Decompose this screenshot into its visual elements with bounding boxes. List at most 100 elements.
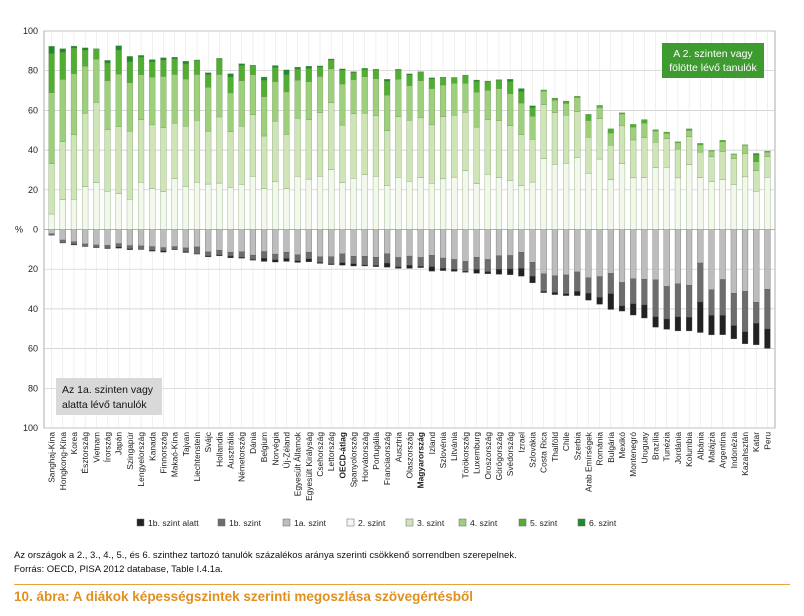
bar-segment-lvl5 [283, 74, 290, 93]
bar-segment-lvl1a [708, 229, 715, 290]
bar-segment-lvl5 [417, 71, 424, 81]
bar-segment-lvl1b_below [753, 323, 760, 345]
bar-segment-lvl1b_below [350, 263, 357, 267]
bar-segment-lvl4 [451, 83, 458, 116]
country-label: Oroszország [483, 432, 493, 480]
y-tick-label: 0 [33, 225, 38, 235]
bar-segment-lvl1b [171, 246, 178, 250]
bar-segment-lvl3 [328, 102, 335, 170]
country-label: Hollandia [214, 432, 224, 467]
bar-segment-lvl1a [59, 229, 66, 241]
bar-segment-lvl3 [585, 137, 592, 174]
bar-segment-lvl1b [484, 259, 491, 272]
bar-segment-lvl2 [484, 174, 491, 230]
country-label: Chile [561, 432, 571, 451]
legend: 1b. szint alatt 1b. szint 1a. szint 2. szin… [136, 518, 617, 528]
bar-segment-lvl4 [641, 122, 648, 138]
bar-segment-lvl1b_below [417, 266, 424, 268]
bar-segment-lvl5 [384, 81, 391, 96]
bar-segment-lvl6 [171, 57, 178, 60]
bar-segment-lvl5 [507, 81, 514, 94]
bars-layer [48, 45, 771, 349]
bar-segment-lvl3 [227, 131, 234, 188]
bar-segment-lvl2 [753, 191, 760, 230]
bar-segment-lvl3 [417, 117, 424, 178]
bar-segment-lvl4 [272, 81, 279, 122]
bar-segment-lvl2 [395, 177, 402, 230]
bar-segment-lvl1b [551, 275, 558, 293]
bar-segment-lvl3 [82, 113, 89, 187]
bar-segment-lvl5 [339, 70, 346, 85]
bar-segment-lvl1b [686, 285, 693, 318]
bar-segment-lvl2 [249, 176, 256, 230]
bar-segment-lvl1b_below [238, 257, 245, 259]
bar-segment-lvl2 [182, 186, 189, 230]
bar-segment-lvl4 [730, 154, 737, 159]
country-label: Franciaország [382, 432, 392, 485]
bar-segment-lvl5 [193, 60, 201, 75]
bar-segment-lvl2 [193, 182, 201, 230]
bar-segment-lvl1b_below [261, 258, 268, 262]
bar-segment-lvl2 [686, 164, 693, 230]
bar-segment-lvl1a [607, 229, 614, 274]
bar-segment-lvl1b [350, 256, 357, 264]
bar-segment-lvl2 [261, 188, 268, 230]
country-label: Szlovákia [528, 432, 538, 468]
bar-segment-lvl1b [361, 256, 368, 266]
bar-segment-lvl1b [272, 253, 279, 260]
bar-segment-lvl3 [59, 141, 66, 200]
bar-segment-lvl2 [115, 193, 122, 230]
bar-segment-lvl1b_below [395, 266, 402, 269]
bar-segment-lvl1a [339, 229, 346, 255]
bar-segment-lvl5 [272, 67, 279, 82]
bar-segment-lvl2 [439, 178, 447, 230]
bar-segment-lvl6 [350, 71, 357, 73]
bar-segment-lvl1b_below [328, 263, 335, 265]
bar-segment-lvl5 [574, 95, 581, 98]
bar-segment-lvl6 [283, 69, 290, 76]
country-label: Norvégia [270, 432, 280, 466]
bar-segment-lvl1b_below [708, 315, 715, 336]
bar-segment-lvl1b_below [529, 275, 536, 284]
bar-segment-lvl1b [507, 255, 514, 270]
country-label: Magyarország [416, 432, 426, 488]
bar-segment-lvl1b [384, 253, 391, 264]
bar-segment-lvl2 [630, 177, 637, 230]
bar-segment-lvl4 [104, 80, 111, 131]
bar-segment-lvl6 [59, 48, 66, 53]
bar-segment-lvl6 [82, 47, 89, 51]
above-annotation-text-1: A 2. szinten vagy [673, 48, 753, 60]
bar-segment-lvl1b [741, 291, 749, 332]
legend-label: 2. szint [358, 518, 386, 528]
bar-segment-lvl1b_below [406, 265, 413, 269]
bar-segment-lvl1b [238, 251, 245, 258]
bar-segment-lvl3 [518, 134, 525, 186]
bar-segment-lvl1a [205, 229, 212, 253]
bar-segment-lvl1b_below [294, 260, 301, 263]
bar-segment-lvl2 [764, 177, 771, 230]
bar-segment-lvl1a [741, 229, 749, 292]
bar-segment-lvl2 [305, 178, 312, 230]
bar-segment-lvl1a [115, 229, 122, 244]
bar-segment-lvl2 [741, 176, 749, 230]
bar-segment-lvl4 [339, 83, 346, 126]
bar-segment-lvl4 [138, 74, 145, 120]
bar-segment-lvl1a [585, 229, 592, 278]
bar-segment-lvl5 [406, 74, 413, 86]
bar-segment-lvl3 [205, 130, 212, 185]
bar-segment-lvl1a [238, 229, 245, 252]
bar-segment-lvl4 [328, 68, 335, 104]
country-label: Csehország [315, 432, 325, 477]
bar-segment-lvl6 [384, 79, 391, 82]
bar-segment-lvl1a [495, 229, 503, 256]
bar-segment-lvl1a [372, 229, 380, 258]
bar-segment-lvl6 [249, 64, 256, 66]
bar-segment-lvl1b [93, 244, 100, 248]
bar-segment-lvl4 [283, 91, 290, 135]
bar-segment-lvl5 [484, 81, 491, 91]
country-label: Finnország [158, 432, 168, 474]
country-label: Montenegró [628, 432, 638, 477]
y-tick-label: 20 [28, 185, 38, 195]
bar-segment-lvl2 [641, 177, 648, 230]
bar-segment-lvl5 [48, 53, 55, 93]
